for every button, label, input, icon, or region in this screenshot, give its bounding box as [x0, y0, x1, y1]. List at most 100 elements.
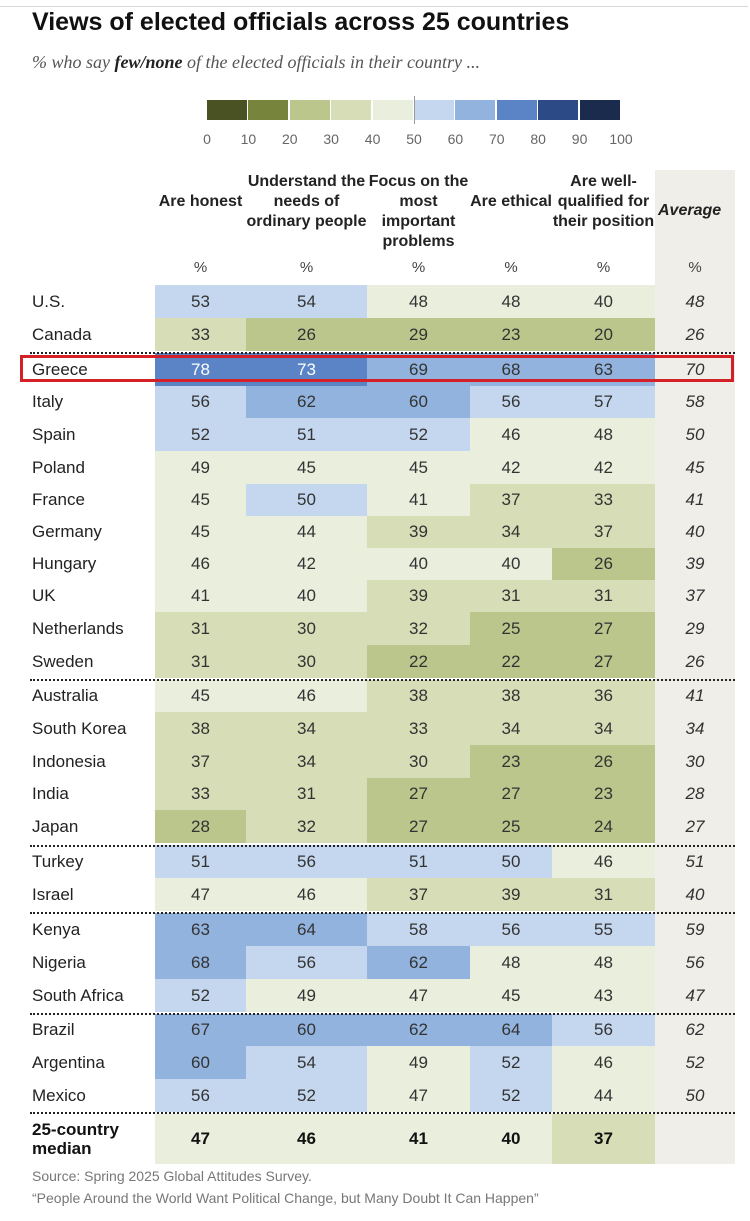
heatmap-cell: 52 — [155, 418, 246, 451]
heatmap-cell: 31 — [552, 878, 655, 911]
heatmap-cell: 45 — [470, 979, 552, 1012]
heatmap-cell: 56 — [155, 1079, 246, 1112]
country-label: Sweden — [32, 651, 94, 671]
heatmap-cell: 27 — [367, 810, 470, 843]
legend-tick-label: 100 — [609, 131, 633, 147]
subtitle-emphasis: few/none — [114, 52, 183, 72]
heatmap-cell: 32 — [367, 612, 470, 645]
average-value: 40 — [685, 884, 705, 904]
heatmap-cell: 47 — [155, 878, 246, 911]
chart-title: Views of elected officials across 25 cou… — [32, 8, 570, 36]
country-label: Indonesia — [32, 751, 106, 771]
heatmap-cell: 33 — [552, 484, 655, 516]
average-value: 50 — [685, 1085, 705, 1105]
country-label: Mexico — [32, 1085, 86, 1105]
region-separator — [30, 845, 735, 847]
legend-swatch — [579, 100, 620, 120]
country-label: Argentina — [32, 1052, 105, 1072]
heatmap-cell: 60 — [367, 386, 470, 418]
heatmap-cell: 42 — [552, 451, 655, 484]
region-separator — [30, 679, 735, 681]
heatmap-cell: 45 — [155, 680, 246, 712]
heatmap-cell: 58 — [367, 913, 470, 946]
column-unit: % — [193, 259, 208, 276]
legend-tick-label: 20 — [282, 131, 298, 147]
report-title-note: “People Around the World Want Political … — [32, 1190, 539, 1206]
country-label: Germany — [32, 522, 102, 541]
heatmap-cell: 62 — [367, 1014, 470, 1046]
column-header: Understand the needs of ordinary people — [246, 173, 367, 230]
heatmap-cell: 31 — [246, 778, 367, 810]
heatmap-cell: 52 — [470, 1046, 552, 1079]
heatmap-cell: 44 — [246, 516, 367, 548]
heatmap-cell: 34 — [246, 745, 367, 778]
chart-subtitle: % who say few/none of the elected offici… — [32, 52, 480, 73]
heatmap-cell: 37 — [367, 878, 470, 911]
heatmap-cell: 39 — [367, 580, 470, 612]
heatmap-cell: 56 — [155, 386, 246, 418]
heatmap-cell: 51 — [246, 418, 367, 451]
country-label: Brazil — [32, 1020, 75, 1039]
average-value: 52 — [685, 1052, 705, 1072]
heatmap-cell: 27 — [367, 778, 470, 810]
legend-swatch — [414, 100, 454, 120]
country-label: Australia — [32, 686, 99, 705]
legend-tick-label: 10 — [240, 131, 257, 147]
country-label: Nigeria — [32, 952, 86, 972]
legend-tick-label: 70 — [489, 131, 505, 147]
heatmap-cell: 29 — [367, 318, 470, 351]
heatmap-cell: 23 — [470, 318, 552, 351]
legend-swatch — [248, 100, 289, 120]
heatmap-cell: 37 — [552, 516, 655, 548]
heatmap-cell: 49 — [246, 979, 367, 1012]
average-value: 58 — [685, 392, 705, 411]
column-header: Are honest — [158, 193, 243, 210]
heatmap-cell: 32 — [246, 810, 367, 843]
greece-highlight-box — [20, 355, 734, 382]
average-unit: % — [688, 259, 702, 276]
average-value: 70 — [685, 359, 705, 379]
column-unit: % — [596, 259, 611, 276]
region-separator — [30, 1112, 735, 1114]
heatmap-cell: 27 — [552, 645, 655, 678]
heatmap-cell: 20 — [552, 318, 655, 351]
heatmap-cell: 48 — [552, 946, 655, 979]
heatmap-cell: 26 — [552, 745, 655, 778]
heatmap-cell: 63 — [155, 913, 246, 946]
heatmap-cell: 50 — [246, 484, 367, 516]
heatmap-cell: 34 — [246, 712, 367, 745]
country-label: Poland — [32, 457, 85, 477]
legend-tick-label: 40 — [364, 131, 381, 147]
median-cell: 47 — [155, 1114, 246, 1164]
average-value: 39 — [685, 554, 705, 573]
heatmap-cell: 40 — [367, 548, 470, 580]
region-separator — [30, 352, 735, 354]
region-separator — [30, 1013, 735, 1015]
heatmap-cell: 31 — [552, 580, 655, 612]
heatmap-cell: 46 — [552, 845, 655, 878]
heatmap-cell: 31 — [155, 645, 246, 678]
legend-tick-label: 0 — [203, 131, 211, 147]
heatmap-cell: 49 — [367, 1046, 470, 1079]
heatmap-cell: 56 — [470, 913, 552, 946]
heatmap-cell: 46 — [246, 878, 367, 911]
legend-tick-label: 90 — [571, 131, 588, 147]
heatmap-cell: 48 — [470, 946, 552, 979]
heatmap-cell: 23 — [552, 778, 655, 810]
heatmap-cell: 53 — [155, 285, 246, 318]
heatmap-cell: 49 — [155, 451, 246, 484]
heatmap-cell: 55 — [552, 913, 655, 946]
legend-swatch — [289, 100, 330, 120]
column-header: Focus on the most important problems — [368, 173, 469, 250]
average-value: 41 — [685, 490, 705, 509]
heatmap-cell: 47 — [367, 1079, 470, 1112]
heatmap-cell: 64 — [470, 1014, 552, 1046]
subtitle-prefix: % who say — [32, 52, 115, 72]
heatmap-cell: 50 — [470, 845, 552, 878]
heatmap-cell: 22 — [470, 645, 552, 678]
heatmap-cell: 52 — [246, 1079, 367, 1112]
heatmap-cell: 52 — [367, 418, 470, 451]
subtitle-suffix: of the elected officials in their countr… — [182, 52, 480, 72]
country-label: South Korea — [32, 718, 127, 738]
heatmap-cell: 67 — [155, 1014, 246, 1046]
